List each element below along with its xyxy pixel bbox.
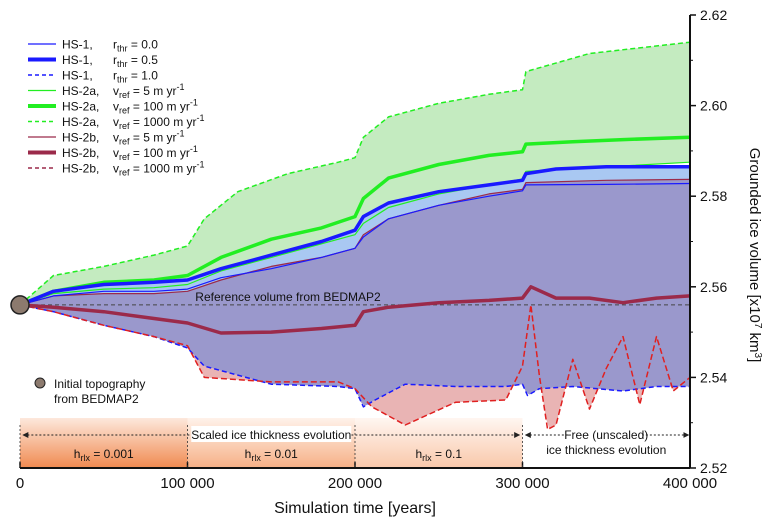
series-line-1: [19, 182, 691, 306]
legend-parameter: vref = 100 m yr-1: [113, 144, 198, 162]
y-tick-label: 2.58: [700, 188, 727, 204]
legend-parameter: vref = 5 m yr-1: [113, 82, 185, 100]
series-line-8: [19, 285, 691, 335]
legend-prefix: HS-1,: [62, 69, 93, 83]
x-tick-label: 100 000: [160, 475, 214, 492]
initial-topography-label-1: Initial topography: [54, 377, 145, 391]
fill-core-envelope: [20, 179, 690, 406]
initial-topography-legend-icon: [34, 377, 46, 389]
hrlx-label-2: hrlx = 0.01: [245, 447, 299, 463]
legend-prefix: HS-2b,: [62, 131, 99, 145]
legend-parameter: vref = 1000 m yr-1: [113, 113, 205, 131]
phase-box-1: [20, 418, 188, 468]
hrlx-label-1: hrlx = 0.001: [74, 447, 134, 463]
legend-prefix: HS-2a,: [62, 84, 99, 98]
scaled-phase-label-bg: [191, 426, 352, 442]
legend-parameter: rthr = 0.5: [113, 53, 158, 69]
scaled-phase-label: Scaled ice thickness evolution: [191, 428, 351, 442]
x-axis-label: Simulation time [years]: [274, 500, 436, 517]
x-tick-label: 400 000: [663, 475, 717, 492]
series-group: [19, 41, 691, 431]
legend-parameter: vref = 1000 m yr-1: [113, 160, 205, 178]
legend-prefix: HS-2a,: [62, 115, 99, 129]
y-tick-label: 2.56: [700, 279, 727, 295]
y-tick-label: 2.62: [700, 7, 727, 23]
y-tick-label: 2.52: [700, 460, 727, 476]
fill-hs1-upper: [20, 166, 690, 305]
phase-box-3: [355, 418, 523, 468]
reference-label: Reference volume from BEDMAP2: [195, 290, 381, 304]
x-tick-label: 200 000: [328, 475, 382, 492]
phase-annotations: Scaled ice thickness evolution Free (unsc…: [19, 425, 690, 468]
initial-topography-label-2: from BEDMAP2: [54, 392, 139, 406]
y-axis-label: Grounded ice volume [x107 km3]: [746, 148, 764, 363]
y-tick-label: 2.54: [700, 369, 727, 385]
initial-point-marker: [10, 295, 30, 315]
series-line-5: [19, 135, 691, 307]
free-phase-label-1: Free (unscaled): [564, 428, 648, 442]
legend-prefix: HS-2a,: [62, 100, 99, 114]
legend-parameter: rthr = 0.0: [113, 38, 158, 54]
legend-prefix: HS-2b,: [62, 146, 99, 160]
free-phase-label-2: ice thickness evolution: [546, 443, 666, 457]
series-line-9: [19, 304, 691, 431]
x-tick-label: 300 000: [495, 475, 549, 492]
envelope-fills: [20, 42, 690, 429]
legend-prefix: HS-2b,: [62, 162, 99, 176]
series-line-2: [19, 165, 690, 307]
legend-parameter: vref = 5 m yr-1: [113, 129, 185, 147]
y-tick-label: 2.60: [700, 98, 727, 114]
legend-prefix: HS-1,: [62, 38, 93, 52]
series-line-6: [19, 41, 691, 306]
free-phase-label-bg: [570, 426, 643, 442]
series-line-3: [19, 304, 690, 408]
legend-prefix: HS-1,: [62, 53, 93, 67]
legend-parameter: rthr = 1.0: [113, 69, 158, 85]
x-tick-label: 0: [16, 475, 24, 492]
legend: HS-1, rthr = 0.0 HS-1, rthr = 0.5 HS-1, rthr …: [28, 38, 205, 178]
hrlx-label-3: hrlx = 0.1: [415, 447, 462, 463]
fill-hs2a-envelope: [20, 42, 690, 305]
legend-parameter: vref = 100 m yr-1: [113, 98, 198, 116]
y-ticks: 2.52 2.54 2.56 2.58 2.60 2.62: [690, 7, 727, 476]
